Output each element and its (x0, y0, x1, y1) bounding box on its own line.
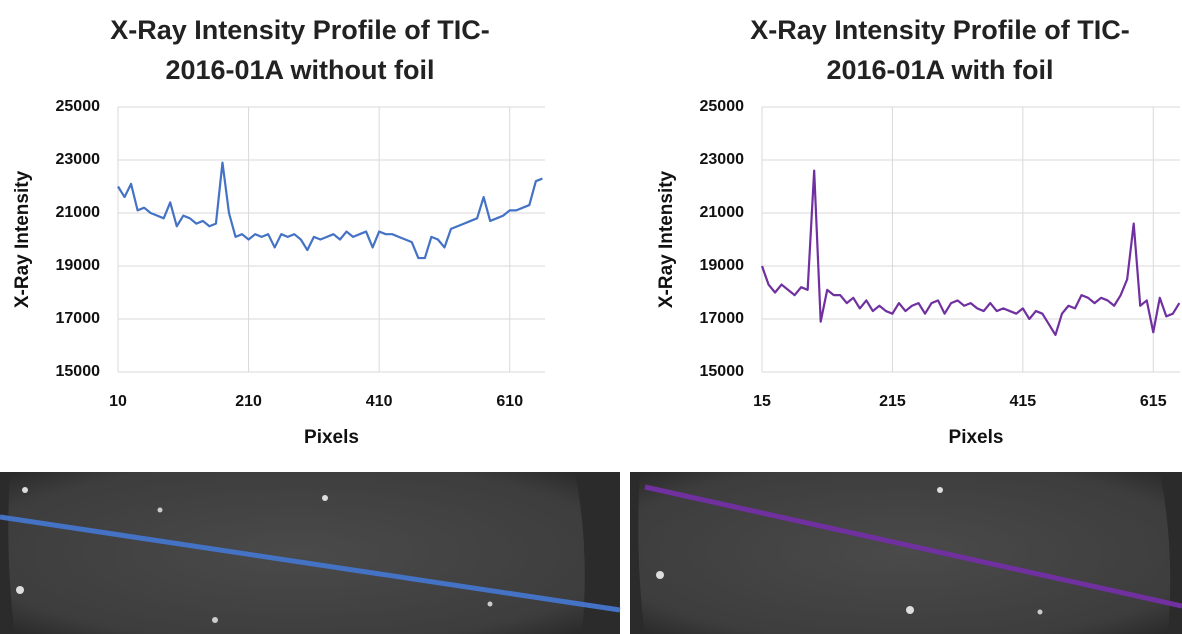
x-tick-label: 415 (1009, 393, 1036, 410)
chart: 15000 17000 19000 21000 23000 25000 10 210 410 61… (12, 98, 545, 448)
y-tick-label: 17000 (56, 310, 101, 327)
x-tick-label: 610 (496, 393, 523, 410)
y-tick-label: 17000 (700, 310, 745, 327)
chart-title: X-Ray Intensity Profile of TIC-2016-01A … (720, 10, 1160, 90)
y-tick-label: 23000 (700, 151, 745, 168)
y-tick-label: 15000 (56, 363, 101, 380)
x-tick-label: 615 (1140, 393, 1167, 410)
y-axis-title: X-Ray Intensity (656, 170, 677, 308)
x-axis-title: Pixels (949, 427, 1004, 448)
data-line (118, 163, 542, 258)
x-tick-label: 210 (235, 393, 262, 410)
page: 15000 17000 19000 21000 23000 25000 10 210 410 61… (0, 0, 1182, 634)
scan-image-right (630, 472, 1182, 634)
chart: 15000 17000 19000 21000 23000 25000 15 215 415 61… (656, 98, 1180, 448)
y-tick-label: 23000 (56, 151, 101, 168)
x-tick-label: 215 (879, 393, 906, 410)
scan-image-left (0, 472, 620, 634)
y-tick-label: 25000 (56, 98, 101, 115)
y-tick-label: 19000 (700, 257, 745, 274)
x-tick-label: 10 (109, 393, 127, 410)
chart-title: X-Ray Intensity Profile of TIC-2016-01A … (80, 10, 520, 90)
x-tick-label: 15 (753, 393, 771, 410)
y-tick-label: 25000 (700, 98, 745, 115)
y-tick-label: 19000 (56, 257, 101, 274)
y-tick-label: 21000 (56, 204, 101, 221)
y-axis-title: X-Ray Intensity (12, 170, 33, 308)
data-line (762, 171, 1179, 335)
y-tick-label: 15000 (700, 363, 745, 380)
charts: 15000 17000 19000 21000 23000 25000 10 210 410 61… (0, 0, 1182, 634)
y-tick-label: 21000 (700, 204, 745, 221)
x-axis-title: Pixels (304, 427, 359, 448)
x-tick-label: 410 (366, 393, 393, 410)
